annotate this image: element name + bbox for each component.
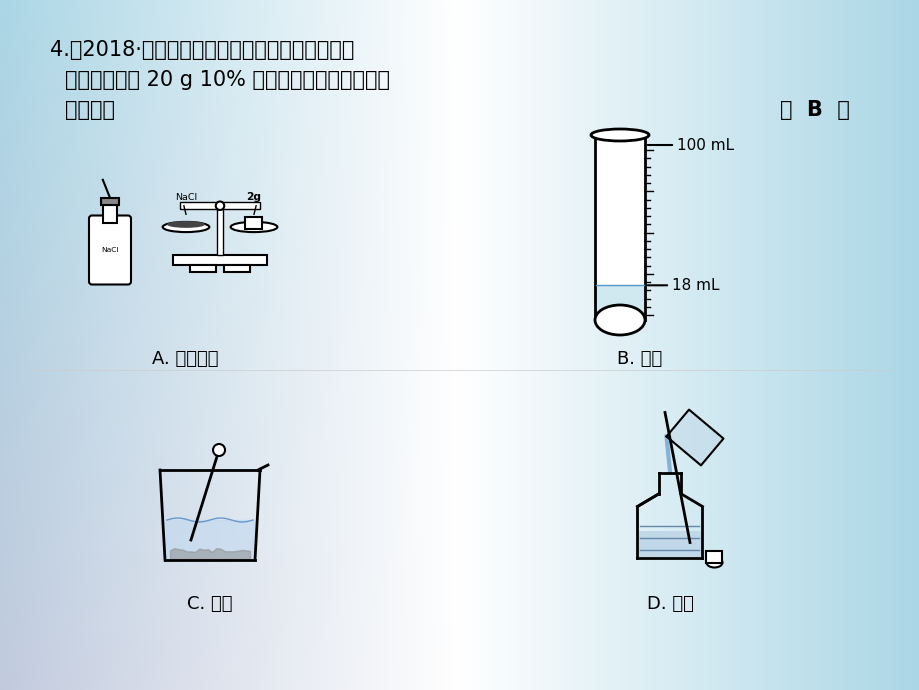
- Text: 4.（2018·陕西）规范的实验操作是实验成功的关: 4.（2018·陕西）规范的实验操作是实验成功的关: [50, 40, 354, 60]
- Bar: [596, 285, 643, 315]
- Bar: [245, 217, 262, 228]
- FancyBboxPatch shape: [93, 246, 127, 281]
- Bar: [173, 255, 267, 265]
- Ellipse shape: [706, 558, 721, 567]
- Bar: [190, 265, 216, 272]
- Text: 18 mL: 18 mL: [671, 278, 719, 293]
- Text: D. 装瓶: D. 装瓶: [646, 595, 693, 613]
- Text: 2g: 2g: [246, 192, 261, 201]
- Polygon shape: [165, 520, 254, 559]
- Bar: [103, 205, 117, 223]
- Ellipse shape: [231, 222, 277, 232]
- Bar: [216, 208, 223, 255]
- Text: NaCl: NaCl: [101, 247, 119, 253]
- Text: （  B  ）: （ B ）: [779, 100, 849, 120]
- Bar: [638, 531, 701, 557]
- Ellipse shape: [590, 129, 648, 141]
- Ellipse shape: [166, 221, 205, 228]
- FancyBboxPatch shape: [89, 215, 130, 284]
- Text: A. 称氯化钠: A. 称氯化钠: [152, 350, 218, 368]
- Bar: [706, 551, 721, 562]
- Polygon shape: [665, 410, 722, 465]
- Ellipse shape: [163, 222, 210, 232]
- Bar: [179, 202, 260, 209]
- Text: 100 mL: 100 mL: [676, 137, 733, 152]
- Text: C. 溶解: C. 溶解: [187, 595, 233, 613]
- Circle shape: [213, 444, 225, 456]
- Text: B. 量水: B. 量水: [617, 350, 662, 368]
- Text: 规范的是: 规范的是: [65, 100, 115, 120]
- Bar: [596, 135, 643, 320]
- Text: NaCl: NaCl: [175, 193, 197, 201]
- Bar: [101, 198, 119, 205]
- Circle shape: [216, 201, 224, 210]
- Text: 键。下列配制 20 g 10% 的氯化钠溶液的操作中不: 键。下列配制 20 g 10% 的氯化钠溶液的操作中不: [65, 70, 390, 90]
- Bar: [224, 265, 249, 272]
- Ellipse shape: [595, 305, 644, 335]
